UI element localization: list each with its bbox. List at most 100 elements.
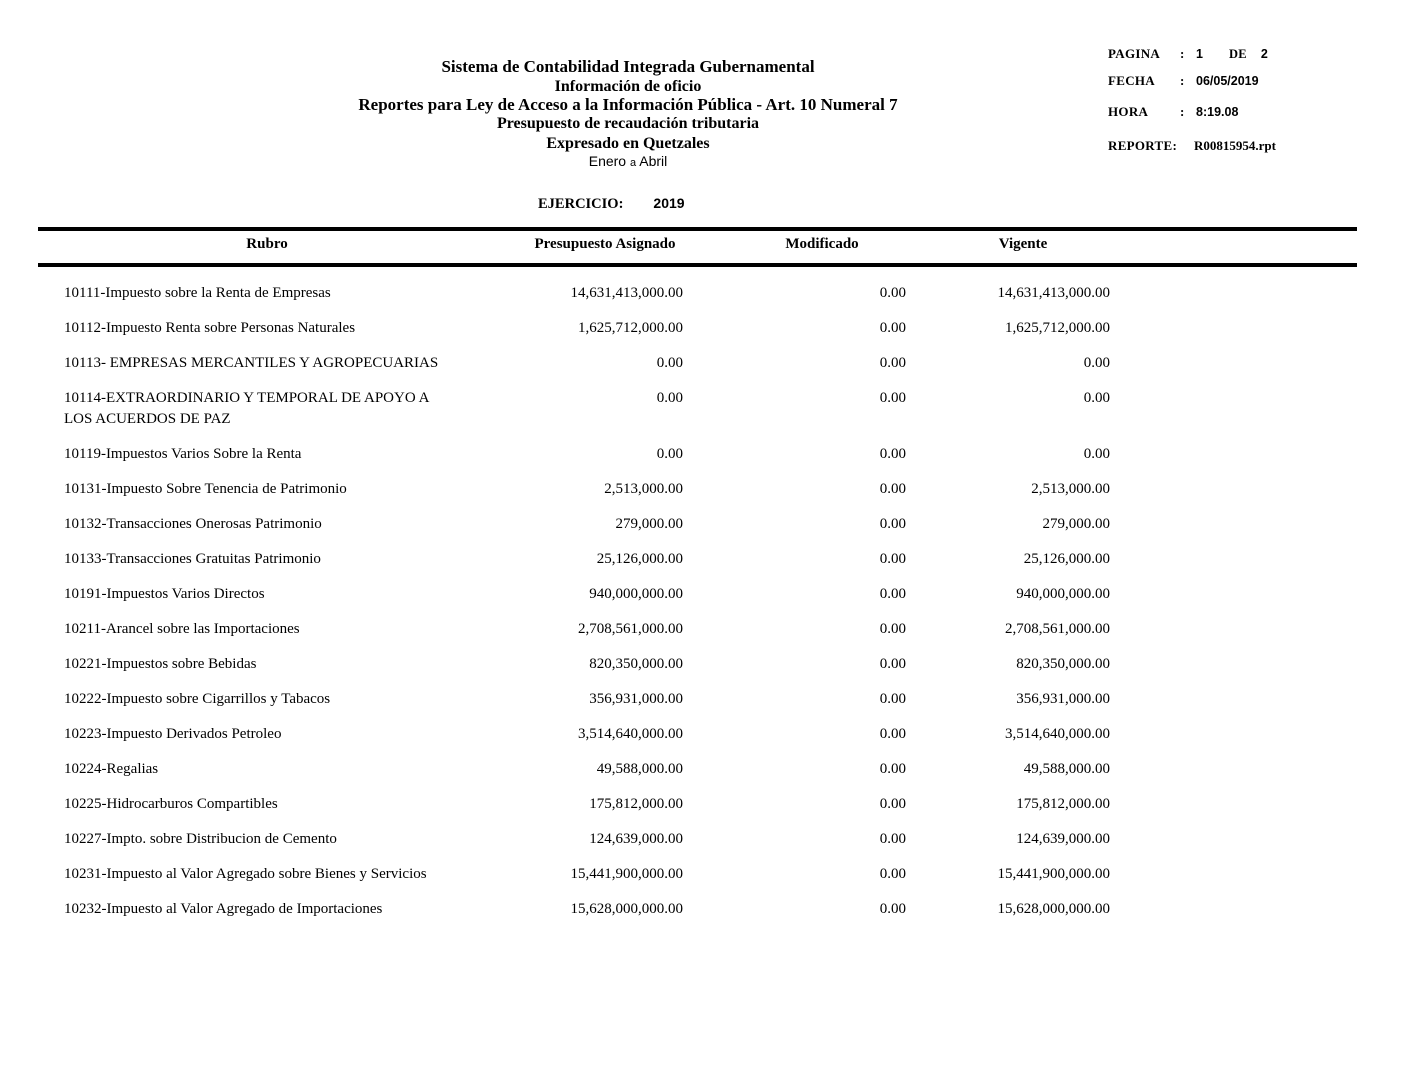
report-title-block: Sistema de Contabilidad Integrada Gubern… <box>0 56 1256 172</box>
vigente-cell: 279,000.00 <box>1042 516 1111 532</box>
presupuesto-asignado-cell: 25,126,000.00 <box>596 551 683 567</box>
presupuesto-asignado-cell: 356,931,000.00 <box>589 691 683 707</box>
rubro-cell: 10211-Arancel sobre las Importaciones <box>64 621 300 637</box>
meta-fecha: FECHA : 06/05/2019 <box>1108 73 1398 89</box>
rubro-cell: 10231-Impuesto al Valor Agregado sobre B… <box>64 866 427 882</box>
presupuesto-asignado-cell: 0.00 <box>656 390 683 406</box>
vigente-cell: 0.00 <box>1083 390 1110 406</box>
ejercicio-line: EJERCICIO: 2019 <box>538 195 685 213</box>
column-header-modificado: Modificado <box>785 236 859 252</box>
hora-label: HORA <box>1108 104 1149 119</box>
rubro-cell: 10119-Impuestos Varios Sobre la Renta <box>64 446 302 462</box>
modificado-cell: 0.00 <box>879 866 906 882</box>
table-row: 10111-Impuesto sobre la Renta de Empresa… <box>0 283 1408 304</box>
vigente-cell: 15,441,900,000.00 <box>997 866 1111 882</box>
rubro-cell: 10221-Impuestos sobre Bebidas <box>64 656 257 672</box>
presupuesto-asignado-cell: 3,514,640,000.00 <box>578 726 683 742</box>
pagina-label: PAGINA <box>1108 46 1161 61</box>
presupuesto-asignado-cell: 2,513,000.00 <box>604 481 683 497</box>
presupuesto-asignado-cell: 2,708,561,000.00 <box>578 621 683 637</box>
vigente-cell: 15,628,000,000.00 <box>997 901 1111 917</box>
modificado-cell: 0.00 <box>879 621 906 637</box>
modificado-cell: 0.00 <box>879 551 906 567</box>
vigente-cell: 0.00 <box>1083 355 1110 371</box>
presupuesto-asignado-cell: 0.00 <box>656 446 683 462</box>
meta-hora: HORA : 8:19.08 <box>1108 104 1398 120</box>
report-meta-block: PAGINA : 1 DE 2 FECHA : 06/05/2019 HORA … <box>1108 46 1398 166</box>
report-subtitle-1: Información de oficio <box>554 78 702 95</box>
rubro-cell: 10224-Regalias <box>64 761 159 777</box>
vigente-cell: 1,625,712,000.00 <box>1005 320 1110 336</box>
table-body: 10111-Impuesto sobre la Renta de Empresa… <box>0 283 1408 934</box>
vigente-cell: 14,631,413,000.00 <box>997 285 1111 301</box>
fecha-label: FECHA <box>1108 73 1155 88</box>
presupuesto-asignado-cell: 15,628,000,000.00 <box>570 901 684 917</box>
rubro-cell: 10227-Impto. sobre Distribucion de Cemen… <box>64 831 337 847</box>
vigente-cell: 356,931,000.00 <box>1016 691 1110 707</box>
period-from: Enero <box>588 153 627 169</box>
report-title: Sistema de Contabilidad Integrada Gubern… <box>441 57 815 76</box>
rubro-cell: 10113- EMPRESAS MERCANTILES Y AGROPECUAR… <box>64 355 439 371</box>
vigente-cell: 2,513,000.00 <box>1031 481 1110 497</box>
vigente-cell: 0.00 <box>1083 446 1110 462</box>
pagina-colon: : <box>1180 46 1185 61</box>
column-header-asignado: Presupuesto Asignado <box>534 236 676 252</box>
meta-reporte: REPORTE: R00815954.rpt <box>1108 138 1398 154</box>
modificado-cell: 0.00 <box>879 355 906 371</box>
vigente-cell: 124,639,000.00 <box>1016 831 1110 847</box>
rubro-cell: 10112-Impuesto Renta sobre Personas Natu… <box>64 320 356 336</box>
vigente-cell: 820,350,000.00 <box>1016 656 1110 672</box>
vigente-cell: 25,126,000.00 <box>1023 551 1110 567</box>
pagina-values: 1 DE 2 <box>1196 47 1268 62</box>
presupuesto-asignado-cell: 940,000,000.00 <box>589 586 683 602</box>
fecha-value: 06/05/2019 <box>1196 74 1259 88</box>
modificado-cell: 0.00 <box>879 656 906 672</box>
vigente-cell: 940,000,000.00 <box>1016 586 1110 602</box>
table-row: 10227-Impto. sobre Distribucion de Cemen… <box>0 829 1408 850</box>
rubro-cell: 10133-Transacciones Gratuitas Patrimonio <box>64 551 321 567</box>
rubro-cell: 10232-Impuesto al Valor Agregado de Impo… <box>64 901 383 917</box>
table-row: 10222-Impuesto sobre Cigarrillos y Tabac… <box>0 689 1408 710</box>
pagina-number: 1 <box>1196 47 1203 61</box>
rubro-cell: 10223-Impuesto Derivados Petroleo <box>64 726 282 742</box>
modificado-cell: 0.00 <box>879 796 906 812</box>
table-row: 10191-Impuestos Varios Directos 10191-Im… <box>0 584 1408 605</box>
vigente-cell: 175,812,000.00 <box>1016 796 1110 812</box>
table-row: 10211-Arancel sobre las Importaciones 10… <box>0 619 1408 640</box>
modificado-cell: 0.00 <box>879 726 906 742</box>
table-row: 10221-Impuestos sobre Bebidas 10221-Impu… <box>0 654 1408 675</box>
rubro-cell: 10131-Impuesto Sobre Tenencia de Patrimo… <box>64 481 347 497</box>
presupuesto-asignado-cell: 1,625,712,000.00 <box>578 320 683 336</box>
reporte-value: R00815954.rpt <box>1194 138 1276 153</box>
ejercicio-value: 2019 <box>653 195 685 211</box>
column-header-vigente: Vigente <box>998 236 1048 252</box>
presupuesto-asignado-cell: 14,631,413,000.00 <box>570 285 684 301</box>
modificado-cell: 0.00 <box>879 285 906 301</box>
presupuesto-asignado-cell: 175,812,000.00 <box>589 796 683 812</box>
modificado-cell: 0.00 <box>879 586 906 602</box>
vigente-cell: 2,708,561,000.00 <box>1005 621 1110 637</box>
meta-pagina: PAGINA : 1 DE 2 <box>1108 46 1398 62</box>
rubro-cell: 10114-EXTRAORDINARIO Y TEMPORAL DE APOYO… <box>64 390 429 427</box>
table-header-rule <box>38 263 1357 267</box>
modificado-cell: 0.00 <box>879 761 906 777</box>
column-header-rubro: Rubro <box>246 236 288 252</box>
modificado-cell: 0.00 <box>879 831 906 847</box>
hora-colon: : <box>1180 104 1185 119</box>
report-period: Enero a Abril <box>0 153 1256 172</box>
table-row: 10114-EXTRAORDINARIO Y TEMPORAL DE APOYO… <box>0 388 1408 430</box>
report-subtitle-3: Presupuesto de recaudación tributaria <box>496 115 760 132</box>
pagina-total: 2 <box>1260 47 1268 61</box>
presupuesto-asignado-cell: 0.00 <box>656 355 683 371</box>
table-top-rule <box>38 227 1357 231</box>
modificado-cell: 0.00 <box>879 901 906 917</box>
modificado-cell: 0.00 <box>879 390 906 406</box>
report-subtitle-4: Expresado en Quetzales <box>546 135 710 152</box>
table-row: 10231-Impuesto al Valor Agregado sobre B… <box>0 864 1408 885</box>
table-row: 10133-Transacciones Gratuitas Patrimonio… <box>0 549 1408 570</box>
modificado-cell: 0.00 <box>879 516 906 532</box>
rubro-cell: 10222-Impuesto sobre Cigarrillos y Tabac… <box>64 691 331 707</box>
pagina-de-label: DE <box>1228 47 1247 61</box>
modificado-cell: 0.00 <box>879 320 906 336</box>
table-row: 10112-Impuesto Renta sobre Personas Natu… <box>0 318 1408 339</box>
